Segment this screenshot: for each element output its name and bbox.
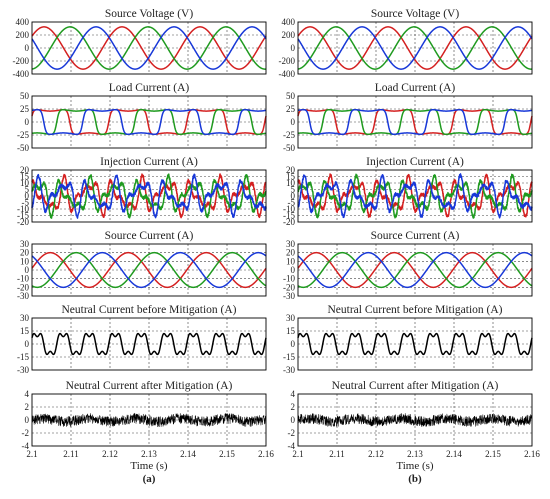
y-tick-label: -200 <box>13 56 30 66</box>
y-tick-label: -200 <box>279 56 296 66</box>
x-tick-label: 2.11 <box>63 449 78 459</box>
y-tick-label: -50 <box>17 143 29 153</box>
y-tick-label: 30 <box>20 313 30 323</box>
x-tick-label: 2.11 <box>329 449 344 459</box>
y-tick-label: -15 <box>283 352 295 362</box>
y-tick-label: 30 <box>286 313 296 323</box>
x-tick-label: 2.1 <box>292 449 303 459</box>
x-tick-label: 2.13 <box>141 449 157 459</box>
y-tick-label: 0 <box>25 415 30 425</box>
x-axis-label: Time (s) <box>396 460 434 472</box>
y-tick-label: 4 <box>291 389 296 399</box>
y-tick-label: 0 <box>25 339 30 349</box>
y-tick-label: -30 <box>283 291 295 301</box>
y-tick-label: 400 <box>282 17 296 27</box>
panel-title: Source Current (A) <box>371 230 460 242</box>
y-tick-label: -50 <box>283 143 295 153</box>
x-tick-label: 2.14 <box>180 449 196 459</box>
column-label: (a) <box>143 473 156 485</box>
panel-a-5: Neutral Current before Mitigation (A) 30 1… <box>17 304 266 375</box>
y-tick-label: 0 <box>291 415 296 425</box>
panel-a-2: Load Current (A) 50 25 0 -25 -50 <box>17 82 266 153</box>
panel-title: Neutral Current after Mitigation (A) <box>66 380 233 392</box>
y-tick-label: 0 <box>25 43 30 53</box>
y-tick-label: 0 <box>291 43 296 53</box>
column-label: (b) <box>408 473 422 485</box>
y-tick-label: 15 <box>286 326 296 336</box>
panel-a-6: Neutral Current after Mitigation (A) 4 2 0 -… <box>22 380 275 485</box>
panel-b-2: Load Current (A) 50 25 0 -25 -50 <box>283 82 532 153</box>
y-tick-label: -20 <box>283 217 295 227</box>
y-tick-label: 25 <box>286 104 296 114</box>
x-tick-label: 2.16 <box>258 449 274 459</box>
y-tick-label: -20 <box>17 217 29 227</box>
x-tick-label: 2.12 <box>102 449 118 459</box>
panel-title: Neutral Current before Mitigation (A) <box>62 304 237 316</box>
y-tick-label: 2 <box>291 402 296 412</box>
y-tick-label: 15 <box>20 326 30 336</box>
y-tick-label: -30 <box>283 365 295 375</box>
y-tick-label: -2 <box>22 428 30 438</box>
y-tick-label: 0 <box>291 339 296 349</box>
y-tick-label: -15 <box>17 352 29 362</box>
panel-title: Load Current (A) <box>375 82 456 94</box>
y-tick-label: -30 <box>17 365 29 375</box>
y-tick-label: -30 <box>17 291 29 301</box>
y-tick-label: -25 <box>283 130 295 140</box>
y-tick-label: 0 <box>291 117 296 127</box>
y-tick-label: -25 <box>17 130 29 140</box>
x-tick-label: 2.15 <box>485 449 501 459</box>
panel-title: Source Current (A) <box>105 230 194 242</box>
panel-title: Load Current (A) <box>109 82 190 94</box>
x-tick-label: 2.1 <box>26 449 37 459</box>
panel-a-1: Source Voltage (V) 400 200 0 -200 -400 <box>13 8 267 79</box>
x-axis-label: Time (s) <box>130 460 168 472</box>
y-tick-label: 25 <box>20 104 30 114</box>
panel-title: Injection Current (A) <box>366 156 464 168</box>
y-tick-label: 50 <box>286 91 296 101</box>
panel-title: Injection Current (A) <box>100 156 198 168</box>
x-tick-label: 2.15 <box>219 449 235 459</box>
panel-title: Neutral Current before Mitigation (A) <box>328 304 503 316</box>
y-tick-label: -2 <box>288 428 296 438</box>
panel-title: Source Voltage (V) <box>105 8 194 20</box>
panel-title: Neutral Current after Mitigation (A) <box>332 380 499 392</box>
panel-title: Source Voltage (V) <box>371 8 460 20</box>
x-tick-label: 2.16 <box>524 449 540 459</box>
y-tick-label: 2 <box>25 402 30 412</box>
y-tick-label: 0 <box>25 117 30 127</box>
y-tick-label: 4 <box>25 389 30 399</box>
y-tick-label: 200 <box>282 30 296 40</box>
panel-b-3: Injection Current (A)20151050-5-10-15-20 <box>283 156 532 227</box>
panel-b-6: Neutral Current after Mitigation (A) 4 2 0 -… <box>288 380 541 485</box>
x-tick-label: 2.13 <box>407 449 423 459</box>
panel-b-1: Source Voltage (V) 400 200 0 -200 -400 <box>279 8 533 79</box>
x-tick-label: 2.12 <box>368 449 384 459</box>
y-tick-label: 50 <box>20 91 30 101</box>
panel-a-4: Source Current (A)3020100-10-20-30 <box>17 230 266 301</box>
y-tick-label: 200 <box>16 30 30 40</box>
y-tick-label: -400 <box>13 69 30 79</box>
x-tick-label: 2.14 <box>446 449 462 459</box>
y-tick-label: -400 <box>279 69 296 79</box>
panel-b-4: Source Current (A)3020100-10-20-30 <box>283 230 532 301</box>
y-tick-label: 400 <box>16 17 30 27</box>
panel-b-5: Neutral Current before Mitigation (A) 30 1… <box>283 304 532 375</box>
